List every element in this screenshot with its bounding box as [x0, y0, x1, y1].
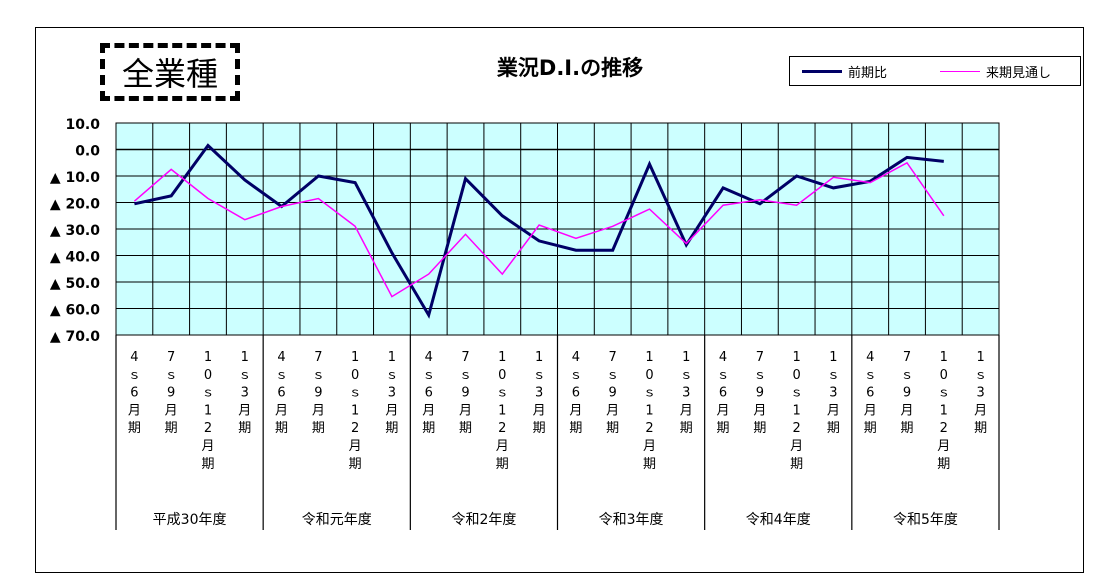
x-tick-label: 4 ｓ 6 月期	[422, 350, 435, 436]
y-tick-label: ▲ 60.0	[50, 303, 100, 319]
series-line-1	[134, 143, 944, 319]
x-tick-label: 1 0 ｓ 1 2 月期	[201, 350, 214, 472]
x-tick-label: 7 ｓ 9 月期	[901, 350, 914, 436]
x-group-label: 平成30年度	[153, 512, 227, 528]
legend-swatch-series-1	[802, 69, 842, 73]
series-lines	[133, 143, 945, 319]
x-tick-label: 1 ｓ 3 月期	[385, 350, 398, 436]
x-tick-label: 7 ｓ 9 月期	[753, 350, 766, 436]
y-tick-label: ▲ 50.0	[50, 276, 100, 292]
y-tick-label: ▲ 20.0	[50, 197, 100, 213]
chart-legend: 前期比 来期見通し	[789, 56, 1081, 86]
x-tick-label: 4 ｓ 6 月期	[864, 350, 877, 436]
x-group-label: 令和4年度	[746, 512, 811, 528]
x-tick-label: 1 ｓ 3 月期	[974, 350, 987, 436]
legend-item-series-2: 来期見通し	[940, 57, 1051, 85]
x-tick-label: 1 ｓ 3 月期	[680, 350, 693, 436]
x-tick-label: 1 ｓ 3 月期	[238, 350, 251, 436]
x-tick-label: 4 ｓ 6 月期	[717, 350, 730, 436]
y-tick-label: ▲ 70.0	[50, 329, 100, 345]
y-axis-ticks: 10.0 0.0 ▲ 10.0 ▲ 20.0 ▲ 30.0 ▲ 40.0 ▲ 50.0 ▲ 6…	[50, 117, 100, 345]
x-group-label: 令和元年度	[302, 512, 372, 528]
x-tick-label: 4 ｓ 6 月期	[128, 350, 141, 436]
y-tick-label: ▲ 40.0	[50, 250, 100, 266]
x-tick-label: 1 0 ｓ 1 2 月期	[790, 350, 803, 472]
x-tick-label: 7 ｓ 9 月期	[606, 350, 619, 436]
y-tick-label: 0.0	[75, 144, 100, 160]
x-group-label: 令和5年度	[893, 512, 958, 528]
x-tick-label: 4 ｓ 6 月期	[275, 350, 288, 436]
x-tick-label: 7 ｓ 9 月期	[165, 350, 178, 436]
x-group-label: 令和3年度	[599, 512, 664, 528]
x-tick-label: 1 0 ｓ 1 2 月期	[643, 350, 656, 472]
chart-title: 業況D.I.の推移	[496, 56, 644, 80]
x-tick-label: 1 ｓ 3 月期	[827, 350, 840, 436]
legend-swatch-series-2	[940, 70, 980, 72]
x-axis: 4 ｓ 6 月期 7 ｓ 9 月期 1 0 ｓ 1 2 月期 1 ｓ 3 月期 4 ｓ 6 月期 7 ｓ 9 月期 1 0 ｓ 1 2 月期 1…	[115, 335, 1000, 530]
x-tick-label: 1 0 ｓ 1 2 月期	[937, 350, 950, 472]
x-tick-label: 1 ｓ 3 月期	[533, 350, 546, 436]
x-group-label: 令和2年度	[451, 512, 516, 528]
series-line-2	[133, 161, 945, 298]
y-tick-label: ▲ 10.0	[50, 170, 100, 186]
x-tick-label: 4 ｓ 6 月期	[569, 350, 582, 436]
x-tick-label: 7 ｓ 9 月期	[312, 350, 325, 436]
x-tick-label: 1 0 ｓ 1 2 月期	[349, 350, 362, 472]
legend-label-series-2: 来期見通し	[986, 65, 1052, 81]
legend-item-series-1: 前期比	[802, 57, 887, 85]
legend-label-series-1: 前期比	[848, 65, 888, 81]
y-tick-label: 10.0	[65, 117, 100, 133]
x-tick-label: 1 0 ｓ 1 2 月期	[496, 350, 509, 472]
industry-badge-label: 全業種	[121, 55, 218, 93]
x-tick-label: 7 ｓ 9 月期	[459, 350, 472, 436]
y-tick-label: ▲ 30.0	[50, 223, 100, 239]
industry-badge: 全業種	[100, 43, 240, 101]
